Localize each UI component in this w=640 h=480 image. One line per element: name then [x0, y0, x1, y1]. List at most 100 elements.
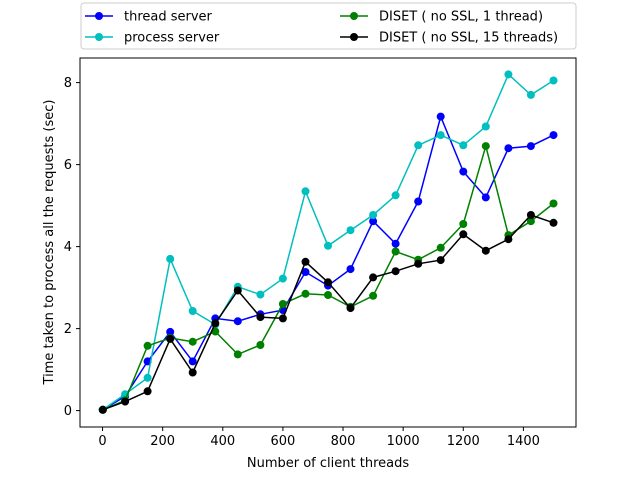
data-point	[346, 226, 355, 235]
axes-frame	[79, 57, 577, 428]
data-point	[414, 141, 423, 150]
data-point	[166, 334, 175, 343]
data-point	[278, 300, 287, 308]
data-point	[504, 70, 513, 79]
data-point	[459, 167, 468, 176]
data-point	[98, 405, 107, 414]
data-point	[188, 368, 197, 377]
legend: thread server process server DISET ( no SS…	[80, 2, 577, 50]
data-point	[436, 131, 445, 140]
data-point	[459, 230, 468, 239]
data-point	[301, 187, 310, 196]
legend-label: process server	[124, 31, 220, 46]
data-point	[526, 90, 535, 99]
data-point	[143, 341, 152, 350]
plot-area	[98, 70, 558, 414]
data-point	[436, 256, 445, 265]
data-point	[211, 319, 220, 328]
data-point	[414, 197, 423, 206]
y-tick-label: 2	[64, 322, 72, 337]
series-4	[98, 211, 558, 414]
legend-frame	[80, 2, 577, 50]
data-point	[526, 142, 535, 151]
data-point	[188, 307, 197, 315]
data-point	[459, 220, 468, 228]
data-point	[549, 131, 558, 140]
y-tick-label: 8	[64, 76, 72, 91]
data-point	[143, 373, 152, 382]
y-axis: 0 2 4 6 8	[64, 76, 80, 419]
data-point	[436, 243, 445, 252]
data-point	[481, 193, 490, 202]
data-point	[233, 286, 242, 295]
legend-swatch-marker	[95, 33, 103, 41]
data-point	[301, 257, 310, 266]
x-tick-label: 1200	[447, 434, 480, 449]
legend-entry: DISET ( no SSL, 15 threads)	[340, 31, 558, 46]
x-tick-label: 800	[331, 434, 356, 449]
data-point	[481, 246, 490, 255]
data-point	[121, 397, 130, 406]
x-tick-label: 0	[98, 434, 106, 449]
y-axis-label: Time taken to process all the requests (…	[42, 100, 57, 386]
data-point	[391, 247, 400, 256]
data-point	[414, 259, 423, 268]
data-point	[324, 241, 332, 250]
x-tick-label: 400	[210, 434, 235, 449]
legend-entry: thread server	[85, 10, 213, 25]
legend-swatch-marker	[350, 12, 358, 20]
legend-entry: DISET ( no SSL, 1 thread)	[340, 10, 543, 25]
data-point	[504, 144, 513, 153]
data-point	[211, 327, 220, 336]
data-point	[391, 267, 400, 276]
legend-swatch-marker	[350, 33, 358, 41]
data-point	[166, 254, 175, 263]
data-point	[549, 218, 558, 227]
data-point	[549, 199, 558, 208]
data-point	[346, 265, 355, 274]
legend-label: DISET ( no SSL, 15 threads)	[379, 31, 558, 46]
legend-label: thread server	[124, 10, 213, 25]
data-point	[481, 142, 490, 151]
y-tick-label: 0	[64, 404, 72, 419]
x-tick-label: 600	[270, 434, 295, 449]
x-tick-label: 1400	[507, 434, 540, 449]
data-point	[233, 317, 242, 326]
data-point	[188, 357, 197, 366]
data-point	[436, 112, 445, 121]
data-point	[278, 314, 287, 323]
legend-swatch-marker	[95, 12, 103, 20]
data-point	[233, 350, 242, 359]
data-point	[526, 217, 535, 226]
y-tick-label: 4	[64, 240, 72, 255]
data-point	[256, 290, 265, 299]
data-point	[526, 211, 535, 219]
data-point	[459, 141, 468, 150]
data-point	[391, 191, 400, 200]
data-point	[324, 278, 332, 287]
x-tick-label: 1000	[387, 434, 420, 449]
x-tick-label: 200	[150, 434, 175, 449]
data-point	[481, 122, 490, 131]
data-point	[301, 289, 310, 298]
data-point	[549, 76, 558, 85]
data-point	[369, 291, 378, 300]
data-point	[301, 268, 310, 276]
data-point	[324, 291, 332, 299]
data-point	[504, 235, 513, 244]
data-point	[369, 211, 378, 219]
x-axis: 0 200 400 600 800 1000 1200 1400	[98, 427, 540, 449]
data-point	[369, 273, 378, 282]
data-point	[278, 274, 287, 283]
data-point	[256, 341, 265, 349]
y-tick-label: 6	[64, 158, 72, 173]
data-point	[256, 313, 265, 322]
data-point	[166, 327, 175, 336]
data-point	[391, 239, 400, 248]
data-point	[369, 217, 378, 226]
data-point	[143, 387, 152, 396]
legend-entry: process server	[85, 31, 220, 46]
legend-label: DISET ( no SSL, 1 thread)	[379, 10, 543, 25]
